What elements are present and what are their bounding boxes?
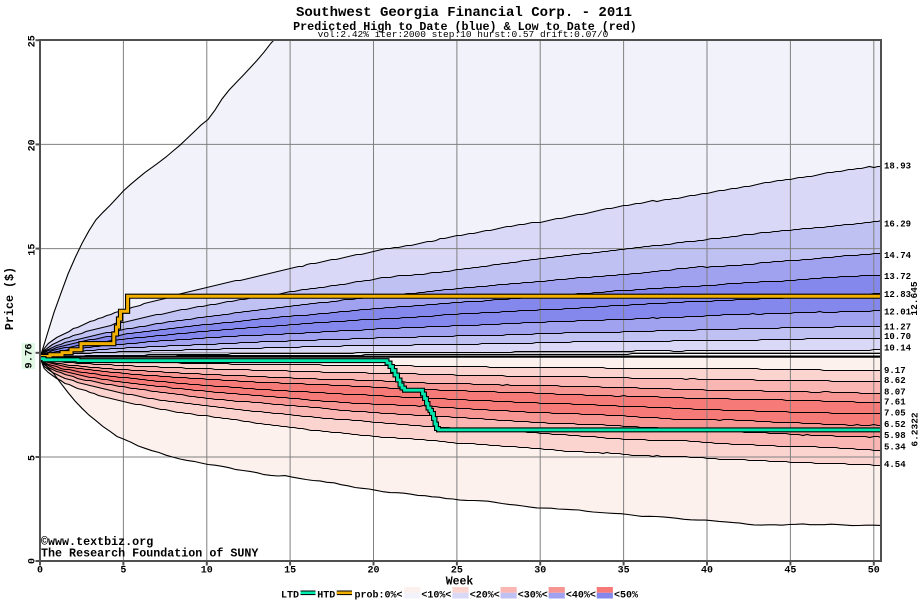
- svg-text:12.83: 12.83: [884, 290, 911, 300]
- svg-text:5: 5: [28, 455, 39, 461]
- svg-text:9.76: 9.76: [24, 343, 36, 368]
- svg-text:30: 30: [534, 565, 546, 576]
- svg-text:prob:0%<: prob:0%<: [355, 590, 403, 600]
- svg-text:Predicted High to Date (blue): Predicted High to Date (blue) & Low to D…: [293, 20, 637, 34]
- svg-text:40: 40: [701, 565, 713, 576]
- svg-text:35: 35: [618, 565, 630, 576]
- svg-text:The Research Foundation of SUN: The Research Foundation of SUNY: [41, 547, 258, 561]
- svg-text:45: 45: [784, 565, 796, 576]
- svg-text:8.07: 8.07: [884, 388, 906, 398]
- svg-text:<30%<: <30%<: [518, 591, 548, 600]
- svg-text:HTD: HTD: [317, 591, 335, 600]
- svg-text:6.52: 6.52: [884, 420, 906, 430]
- svg-text:<10%<: <10%<: [421, 591, 451, 600]
- svg-text:18.93: 18.93: [884, 162, 911, 172]
- svg-text:4.54: 4.54: [884, 460, 906, 470]
- svg-text:0: 0: [37, 565, 43, 576]
- svg-text:50: 50: [868, 565, 880, 576]
- svg-text:5.98: 5.98: [884, 431, 906, 441]
- svg-text:10.14: 10.14: [884, 344, 912, 354]
- svg-text:6.2322: 6.2322: [910, 412, 920, 447]
- svg-text:7.61: 7.61: [884, 398, 906, 408]
- svg-text:<20%<: <20%<: [470, 591, 500, 600]
- svg-text:©www.textbiz.org: ©www.textbiz.org: [41, 535, 153, 549]
- svg-text:10: 10: [201, 565, 213, 576]
- svg-text:25: 25: [451, 565, 463, 576]
- svg-text:11.27: 11.27: [884, 323, 911, 333]
- svg-text:8.62: 8.62: [884, 376, 906, 386]
- svg-text:16.29: 16.29: [884, 220, 911, 230]
- svg-text:7.05: 7.05: [884, 409, 906, 419]
- svg-text:25: 25: [28, 35, 39, 47]
- svg-text:LTD: LTD: [281, 591, 299, 600]
- svg-text:Southwest Georgia Financial Co: Southwest Georgia Financial Corp. - 2011: [296, 5, 632, 21]
- svg-text:Week: Week: [446, 576, 474, 589]
- svg-text:<50%: <50%: [614, 591, 638, 600]
- svg-text:12.01: 12.01: [884, 307, 912, 317]
- svg-text:10.70: 10.70: [884, 332, 911, 342]
- svg-text:12.645: 12.645: [909, 281, 920, 316]
- svg-text:20: 20: [28, 139, 39, 151]
- svg-text:15: 15: [28, 244, 39, 256]
- svg-text:9.17: 9.17: [884, 366, 906, 376]
- svg-text:vol:2.42% iter:2000 step:10 hu: vol:2.42% iter:2000 step:10 hurst:0.57 d…: [318, 29, 609, 40]
- svg-text:20: 20: [367, 565, 379, 576]
- svg-text:5.34: 5.34: [884, 443, 906, 453]
- svg-text:13.72: 13.72: [884, 272, 911, 282]
- svg-text:15: 15: [284, 565, 296, 576]
- svg-text:0: 0: [28, 558, 39, 564]
- svg-text:14.74: 14.74: [884, 251, 912, 261]
- svg-text:5: 5: [120, 565, 126, 576]
- svg-text:<40%<: <40%<: [566, 591, 596, 600]
- svg-text:Price ($): Price ($): [3, 267, 17, 330]
